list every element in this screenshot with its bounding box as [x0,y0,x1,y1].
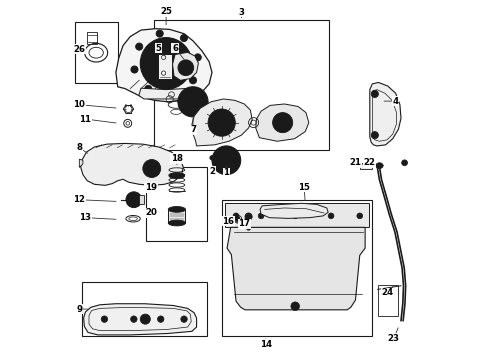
Circle shape [194,54,201,61]
Bar [378,285,398,316]
Circle shape [293,213,298,219]
Polygon shape [139,195,144,204]
Circle shape [180,35,188,42]
Text: 22: 22 [364,158,376,167]
Ellipse shape [376,163,383,168]
Ellipse shape [168,220,186,226]
Ellipse shape [168,207,186,212]
Text: 17: 17 [238,219,250,228]
Bar [147,167,207,241]
Circle shape [101,316,108,322]
Circle shape [371,132,378,139]
Polygon shape [79,159,83,167]
Polygon shape [81,143,183,185]
Text: 15: 15 [298,183,310,192]
Polygon shape [260,203,328,219]
Circle shape [181,63,190,72]
Circle shape [178,60,194,76]
Bar [82,282,207,336]
Polygon shape [139,88,193,99]
Circle shape [357,213,363,219]
Circle shape [140,38,192,89]
Circle shape [140,314,150,324]
Circle shape [402,160,408,166]
Text: 5: 5 [155,44,161,53]
Circle shape [131,66,138,73]
Text: 14: 14 [260,340,272,349]
Circle shape [190,77,196,84]
Text: 6: 6 [172,44,178,53]
Text: 12: 12 [74,195,85,204]
Text: 8: 8 [76,143,82,152]
Text: 11: 11 [79,114,92,123]
Circle shape [131,316,137,322]
Circle shape [222,156,231,165]
Circle shape [169,90,176,97]
Bar [153,21,329,149]
Circle shape [126,192,142,208]
Text: 25: 25 [160,7,172,16]
Circle shape [216,150,236,170]
Circle shape [178,87,208,117]
Circle shape [212,146,241,175]
Polygon shape [370,82,401,146]
Circle shape [158,55,174,71]
Text: 10: 10 [74,100,85,109]
Polygon shape [192,99,252,146]
Polygon shape [84,304,196,335]
Text: 18: 18 [171,154,183,163]
Circle shape [190,99,196,105]
Circle shape [136,43,143,50]
Circle shape [371,90,378,98]
Bar [361,163,372,169]
Text: 7: 7 [190,125,196,134]
Circle shape [234,216,240,222]
Circle shape [278,118,287,127]
Text: 13: 13 [79,213,92,222]
Bar [168,210,186,223]
Circle shape [291,302,299,311]
Circle shape [258,213,264,219]
Ellipse shape [169,173,185,179]
Circle shape [143,159,161,177]
Circle shape [246,226,251,230]
Circle shape [151,48,181,78]
Bar [225,203,368,227]
Bar [221,200,372,336]
Circle shape [328,213,334,219]
Circle shape [233,213,239,219]
Circle shape [182,91,204,113]
Text: 19: 19 [145,183,157,192]
Circle shape [210,156,214,160]
Circle shape [272,113,293,133]
Text: 9: 9 [76,305,82,314]
Polygon shape [116,29,212,102]
Polygon shape [256,104,309,141]
Text: 1: 1 [223,168,229,177]
Polygon shape [227,227,365,310]
Text: 4: 4 [392,96,399,105]
Circle shape [157,316,164,322]
Text: 21: 21 [349,158,362,167]
Circle shape [181,316,187,322]
Bar [87,32,97,44]
Circle shape [145,85,152,93]
Text: 20: 20 [145,208,157,217]
Bar [158,54,172,79]
Text: 16: 16 [222,217,234,226]
Text: 23: 23 [388,334,400,343]
Circle shape [156,30,163,37]
Bar [74,22,118,83]
Text: 2: 2 [209,167,215,176]
Text: 26: 26 [74,45,85,54]
Circle shape [245,213,252,220]
Circle shape [208,109,235,136]
Text: 3: 3 [239,8,245,17]
Text: 24: 24 [382,288,394,297]
Polygon shape [172,52,198,80]
